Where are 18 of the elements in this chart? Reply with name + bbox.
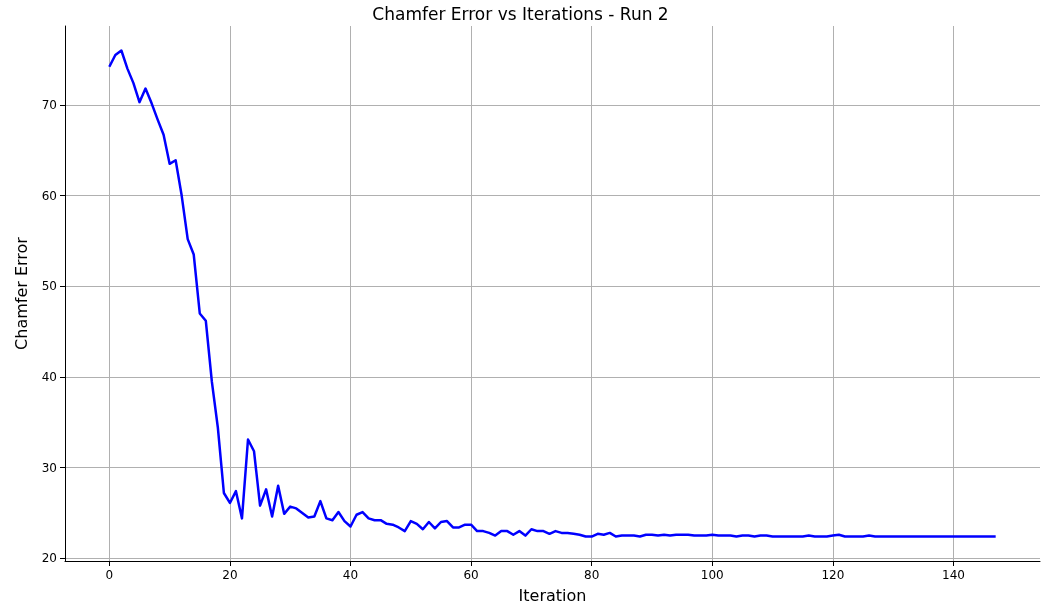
y-tick-label: 70	[41, 97, 57, 112]
y-axis-title: Chamfer Error	[11, 236, 31, 350]
chart-title: Chamfer Error vs Iterations - Run 2	[372, 3, 669, 24]
y-tick-label: 40	[41, 369, 57, 384]
y-tick-label: 20	[41, 551, 57, 566]
x-tick-label: 60	[463, 568, 479, 582]
line-series	[108, 49, 997, 538]
y-tick-label: 50	[41, 279, 57, 294]
x-axis-title: Iteration	[518, 585, 587, 605]
y-tick-label: 60	[41, 188, 57, 203]
y-tick-label: 30	[41, 460, 57, 475]
x-tick-label: 100	[700, 568, 724, 582]
x-tick-label: 80	[584, 568, 600, 582]
x-tick-label: 120	[821, 568, 845, 582]
x-tick-label: 20	[222, 568, 238, 582]
x-tick-label: 40	[342, 568, 359, 582]
x-tick-label: 0	[105, 568, 114, 582]
x-tick-label: 140	[942, 568, 965, 582]
